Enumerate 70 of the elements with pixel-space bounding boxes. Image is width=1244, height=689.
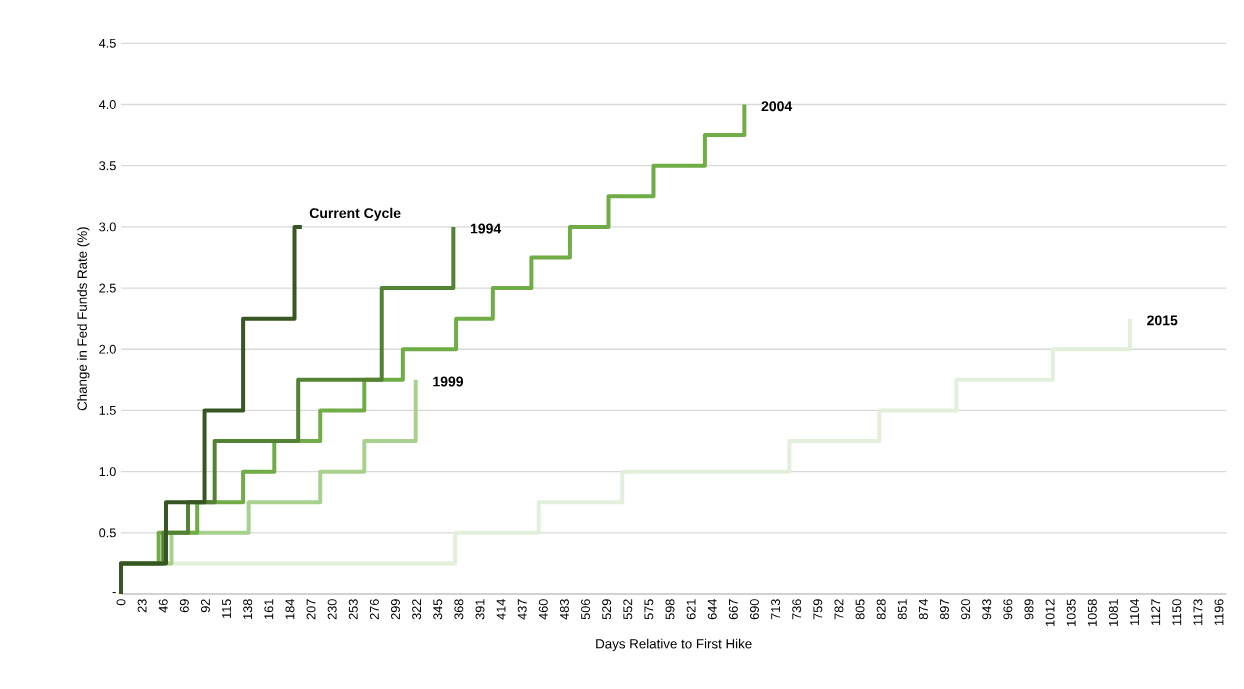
x-tick-label: 23 <box>137 599 147 613</box>
x-tick-label: 299 <box>391 599 400 620</box>
series-label: 2004 <box>761 101 793 112</box>
x-tick-label: 782 <box>834 599 844 620</box>
x-tick-label: 276 <box>369 599 379 620</box>
x-tick-label: 851 <box>897 599 907 620</box>
x-tick-label: 161 <box>264 599 274 619</box>
x-tick-label: 897 <box>940 599 949 620</box>
x-tick-label: 1127 <box>1151 599 1161 625</box>
x-tick-label: 644 <box>707 599 717 620</box>
series-label: 2015 <box>1147 315 1178 326</box>
y-tick-label: 1.0 <box>99 467 116 477</box>
series-label: 1999 <box>433 376 464 387</box>
y-tick-label: 4.0 <box>98 100 116 109</box>
y-tick-label: 0.5 <box>99 528 116 538</box>
x-tick-label: 322 <box>412 599 422 620</box>
x-tick-label: 874 <box>918 599 928 620</box>
x-tick-label: 92 <box>200 599 210 613</box>
y-axis-title: Change in Fed Funds Rate (%) <box>77 227 90 411</box>
x-tick-label: 1081 <box>1108 599 1118 626</box>
x-tick-label: 598 <box>665 599 675 620</box>
y-tick-label: 1.5 <box>99 406 116 415</box>
series-label: 1994 <box>470 223 502 234</box>
x-tick-label: 368 <box>454 599 464 620</box>
x-tick-label: 1150 <box>1172 599 1182 625</box>
x-tick-label: 184 <box>285 599 295 619</box>
x-tick-label: 1196 <box>1214 599 1224 625</box>
y-tick-label: 3.0 <box>99 222 116 232</box>
x-tick-label: 46 <box>158 599 168 613</box>
x-tick-label: 0 <box>116 599 126 606</box>
x-tick-label: 414 <box>496 599 506 620</box>
y-tick-label: 3.5 <box>99 161 116 171</box>
x-tick-label: 460 <box>538 599 548 620</box>
x-tick-label: 138 <box>243 599 253 619</box>
x-tick-label: 391 <box>475 599 485 620</box>
y-tick-label: 4.5 <box>98 38 116 48</box>
x-tick-label: 230 <box>327 599 337 620</box>
x-tick-label: 552 <box>623 599 633 620</box>
x-tick-label: 1173 <box>1193 599 1203 625</box>
series-label: Current Cycle <box>309 207 401 221</box>
x-tick-label: 483 <box>559 599 569 620</box>
x-tick-label: 253 <box>348 599 358 620</box>
x-tick-label: 506 <box>581 599 591 620</box>
x-tick-label: 690 <box>749 599 759 620</box>
x-tick-label: 115 <box>222 599 231 618</box>
x-axis-title: Days Relative to First Hike <box>596 638 752 652</box>
y-tick-label: - <box>112 592 116 594</box>
x-tick-label: 943 <box>982 599 992 620</box>
x-tick-label: 736 <box>792 599 802 620</box>
x-tick-label: 713 <box>771 599 781 620</box>
x-tick-label: 966 <box>1003 599 1013 620</box>
x-tick-label: 805 <box>855 599 865 620</box>
x-tick-label: 575 <box>644 599 654 620</box>
y-tick-label: 2.0 <box>99 344 116 354</box>
x-tick-label: 759 <box>813 599 823 620</box>
x-tick-label: 1012 <box>1045 599 1055 626</box>
x-tick-label: 437 <box>517 599 527 620</box>
x-tick-label: 1035 <box>1066 599 1076 626</box>
x-tick-label: 621 <box>686 599 696 620</box>
x-tick-label: 345 <box>433 599 443 620</box>
x-tick-label: 1104 <box>1130 599 1140 625</box>
x-tick-label: 1058 <box>1087 599 1097 626</box>
x-tick-label: 828 <box>876 599 886 620</box>
x-tick-label: 920 <box>961 599 971 620</box>
x-tick-label: 69 <box>179 599 189 613</box>
x-tick-label: 207 <box>306 599 316 620</box>
x-tick-label: 989 <box>1024 599 1034 620</box>
x-tick-label: 529 <box>602 599 612 620</box>
x-tick-label: 667 <box>728 599 738 620</box>
y-tick-label: 2.5 <box>99 283 116 293</box>
